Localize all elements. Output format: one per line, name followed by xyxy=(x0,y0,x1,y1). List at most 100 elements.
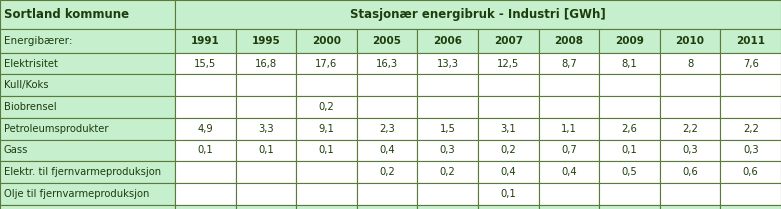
Text: 0,5: 0,5 xyxy=(622,167,637,177)
Bar xyxy=(478,74,539,96)
Bar xyxy=(599,96,660,118)
Text: 0,4: 0,4 xyxy=(380,145,395,155)
Bar xyxy=(417,140,478,161)
Bar xyxy=(720,140,781,161)
Bar xyxy=(599,205,660,209)
Bar xyxy=(599,118,660,140)
Text: Biobrensel: Biobrensel xyxy=(4,102,57,112)
Bar xyxy=(175,183,236,205)
Bar xyxy=(539,29,599,53)
Bar xyxy=(175,29,236,53)
Text: Gass: Gass xyxy=(4,145,28,155)
Bar xyxy=(175,0,781,29)
Text: 0,2: 0,2 xyxy=(501,145,516,155)
Bar xyxy=(175,74,236,96)
Text: 0,4: 0,4 xyxy=(561,167,576,177)
Text: 3,3: 3,3 xyxy=(258,124,273,134)
Bar xyxy=(417,29,478,53)
Bar xyxy=(720,118,781,140)
Bar xyxy=(0,161,175,183)
Bar xyxy=(296,74,357,96)
Bar xyxy=(236,118,296,140)
Bar xyxy=(357,140,417,161)
Text: 0,1: 0,1 xyxy=(501,189,516,199)
Bar xyxy=(0,0,175,29)
Bar xyxy=(0,118,175,140)
Bar xyxy=(236,74,296,96)
Bar xyxy=(478,29,539,53)
Bar xyxy=(236,29,296,53)
Text: Olje til fjernvarmeproduksjon: Olje til fjernvarmeproduksjon xyxy=(4,189,149,199)
Bar xyxy=(660,74,720,96)
Text: 2005: 2005 xyxy=(373,36,401,46)
Bar xyxy=(236,140,296,161)
Bar xyxy=(175,53,236,74)
Bar xyxy=(660,96,720,118)
Bar xyxy=(417,74,478,96)
Text: 1,5: 1,5 xyxy=(440,124,455,134)
Bar xyxy=(478,53,539,74)
Bar xyxy=(660,140,720,161)
Bar xyxy=(296,205,357,209)
Bar xyxy=(720,96,781,118)
Bar xyxy=(539,183,599,205)
Bar xyxy=(417,96,478,118)
Bar xyxy=(539,96,599,118)
Bar xyxy=(175,161,236,183)
Text: 0,3: 0,3 xyxy=(683,145,698,155)
Text: 2010: 2010 xyxy=(676,36,704,46)
Bar xyxy=(236,53,296,74)
Bar xyxy=(0,183,175,205)
Bar xyxy=(720,74,781,96)
Text: 0,1: 0,1 xyxy=(622,145,637,155)
Text: 7,6: 7,6 xyxy=(743,59,758,69)
Text: 15,5: 15,5 xyxy=(194,59,216,69)
Bar xyxy=(357,161,417,183)
Text: 0,1: 0,1 xyxy=(258,145,273,155)
Text: 0,4: 0,4 xyxy=(501,167,516,177)
Bar xyxy=(175,118,236,140)
Text: 8,7: 8,7 xyxy=(561,59,576,69)
Text: 0,7: 0,7 xyxy=(561,145,576,155)
Bar xyxy=(357,183,417,205)
Text: Sortland kommune: Sortland kommune xyxy=(4,8,129,21)
Text: 0,1: 0,1 xyxy=(319,145,334,155)
Bar xyxy=(175,205,236,209)
Bar xyxy=(660,29,720,53)
Bar xyxy=(417,118,478,140)
Bar xyxy=(0,29,175,53)
Bar xyxy=(296,140,357,161)
Bar xyxy=(175,140,236,161)
Bar xyxy=(539,118,599,140)
Bar xyxy=(539,140,599,161)
Bar xyxy=(720,205,781,209)
Bar xyxy=(599,161,660,183)
Text: 2,2: 2,2 xyxy=(682,124,698,134)
Bar xyxy=(0,140,175,161)
Bar xyxy=(296,161,357,183)
Bar xyxy=(417,205,478,209)
Bar xyxy=(0,53,175,74)
Bar xyxy=(417,161,478,183)
Text: 0,3: 0,3 xyxy=(743,145,758,155)
Text: 0,3: 0,3 xyxy=(440,145,455,155)
Text: 8,1: 8,1 xyxy=(622,59,637,69)
Bar xyxy=(236,161,296,183)
Bar xyxy=(296,29,357,53)
Text: 3,1: 3,1 xyxy=(501,124,516,134)
Text: 8: 8 xyxy=(687,59,694,69)
Text: 2,3: 2,3 xyxy=(380,124,395,134)
Bar xyxy=(236,205,296,209)
Bar xyxy=(357,205,417,209)
Text: 2006: 2006 xyxy=(433,36,462,46)
Text: 9,1: 9,1 xyxy=(319,124,334,134)
Bar xyxy=(357,118,417,140)
Text: 0,2: 0,2 xyxy=(380,167,395,177)
Bar xyxy=(539,205,599,209)
Text: 13,3: 13,3 xyxy=(437,59,458,69)
Text: 16,8: 16,8 xyxy=(255,59,277,69)
Bar xyxy=(478,140,539,161)
Bar xyxy=(720,183,781,205)
Text: 0,6: 0,6 xyxy=(683,167,698,177)
Bar xyxy=(296,53,357,74)
